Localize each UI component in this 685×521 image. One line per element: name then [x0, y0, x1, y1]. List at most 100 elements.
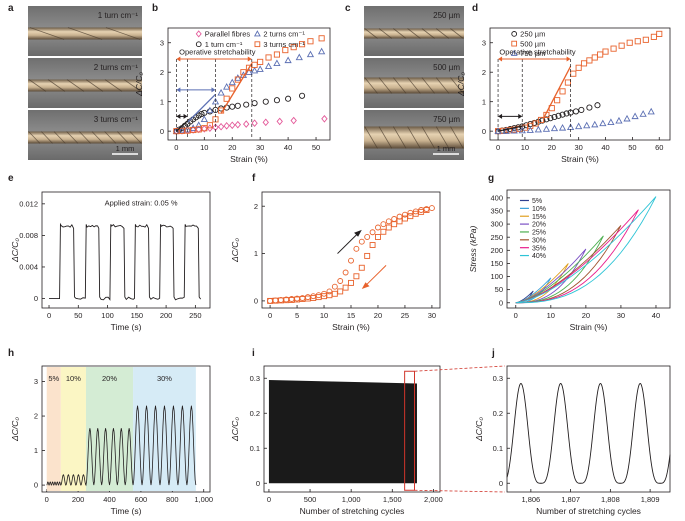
x-tick-label: 1,000: [194, 495, 213, 504]
legend-label: 500 µm: [520, 39, 545, 48]
y-tick-label: 0: [254, 296, 258, 305]
y-tick-label: 2: [482, 68, 486, 77]
data-point: [318, 35, 325, 42]
data-point: [558, 123, 567, 131]
data-point: [580, 60, 588, 67]
data-point: [223, 83, 231, 90]
yarn-twist: [104, 79, 123, 92]
x-tick-label: 0: [267, 495, 271, 504]
yarn-twist: [364, 126, 378, 149]
band-label: 20%: [102, 374, 117, 383]
data-point: [251, 119, 258, 128]
data-point: [290, 116, 297, 125]
data-point: [307, 38, 314, 45]
hysteresis-loop: [515, 209, 639, 304]
x-tick-label: 200: [160, 311, 173, 320]
photo-c-1: [364, 6, 464, 56]
y-tick-label: 0: [256, 479, 260, 488]
data-point: [575, 122, 583, 130]
data-point: [559, 111, 566, 118]
x-tick-label: 0: [174, 143, 178, 152]
data-point: [223, 122, 230, 130]
data-point: [195, 121, 203, 128]
panel-letter-c: c: [345, 3, 351, 14]
data-point: [178, 126, 186, 134]
x-tick-label: 600: [135, 495, 148, 504]
data-point: [599, 119, 607, 127]
x-tick-label: 40: [652, 311, 660, 320]
y-axis-label: ΔC/C₀: [456, 72, 466, 97]
signal-line: [506, 383, 671, 484]
signal-line: [46, 405, 197, 487]
legend-label: 20%: [532, 222, 546, 229]
x-tick-label: 50: [312, 143, 320, 152]
data-point: [276, 117, 283, 126]
legend-label: 1 turn cm⁻¹: [205, 40, 243, 49]
data-point: [217, 122, 225, 131]
photo-a-2: [28, 58, 142, 108]
data-point: [321, 114, 328, 123]
x-tick-label: 20: [548, 143, 556, 152]
legend-label: 35%: [532, 245, 546, 252]
panel-letter-a: a: [8, 3, 14, 14]
yarn-twist: [67, 27, 103, 40]
x-tick-label: 40: [601, 143, 609, 152]
x-tick-label: 25: [401, 311, 409, 320]
yarn-twist: [91, 131, 104, 144]
legend-label: 750 µm: [520, 49, 545, 58]
data-point: [570, 70, 577, 77]
operative-stretchability-label: Operative stretchability: [499, 48, 576, 57]
x-axis-label: Strain (%): [230, 154, 268, 164]
data-point: [564, 79, 571, 86]
yarn-twist: [85, 79, 104, 92]
data-point: [385, 218, 392, 225]
photo-label: 1 turn cm⁻¹: [98, 11, 139, 20]
data-point: [385, 224, 392, 231]
x-tick-label: 800: [166, 495, 179, 504]
y-tick-label: 0.1: [493, 444, 503, 453]
panel-letter-d: d: [472, 3, 478, 14]
y-tick-label: 50: [495, 285, 503, 294]
data-point: [195, 30, 202, 38]
scale-bar-label: 1 mm: [116, 144, 135, 153]
yarn-twist: [421, 77, 436, 94]
plot-frame: [506, 189, 671, 309]
x-tick-label: 500: [304, 495, 317, 504]
hysteresis-loop: [515, 248, 587, 304]
data-point: [369, 229, 376, 236]
x-tick-label: 0: [47, 311, 51, 320]
data-point: [206, 124, 214, 133]
data-point: [555, 112, 562, 119]
data-point: [273, 97, 280, 104]
data-point: [245, 68, 253, 75]
zoom-connector: [414, 365, 506, 372]
y-axis-label: ΔC/C₀: [10, 417, 20, 442]
y-tick-label: 0: [34, 294, 38, 303]
x-tick-label: 1,500: [383, 495, 402, 504]
x-tick-label: 200: [72, 495, 85, 504]
yarn-twist: [393, 28, 407, 39]
data-point: [358, 238, 365, 245]
band-label: 30%: [157, 374, 172, 383]
data-point: [234, 102, 241, 109]
chart-e: 0 50 100 150 200 250 0 0.004 0.008 0.012 Time (s) Δ…: [10, 191, 211, 332]
data-point: [623, 114, 631, 122]
data-point: [353, 273, 360, 280]
data-point: [578, 106, 585, 113]
x-tick-label: 10: [200, 143, 208, 152]
zoom-highlight-box: [404, 370, 416, 491]
chart-g: 0 10 20 30 40050100150200250300350400Strain …: [468, 189, 671, 332]
data-point: [626, 39, 633, 46]
data-point: [583, 121, 591, 129]
arrow-head: [498, 113, 503, 119]
data-point: [518, 126, 526, 134]
y-tick-label: 2: [160, 68, 164, 77]
x-tick-label: 1,806: [521, 495, 540, 504]
yarn-twist: [450, 77, 464, 94]
data-point: [337, 288, 344, 295]
x-tick-label: 1,809: [641, 495, 660, 504]
arrow-head: [211, 87, 216, 93]
fit-line: [497, 125, 523, 132]
chart-d: 0 10 20 30 40 50 60 0 1 2 3 Strain (%) ΔC/C₀ 250 µm50…: [456, 27, 671, 164]
data-point: [532, 120, 539, 127]
